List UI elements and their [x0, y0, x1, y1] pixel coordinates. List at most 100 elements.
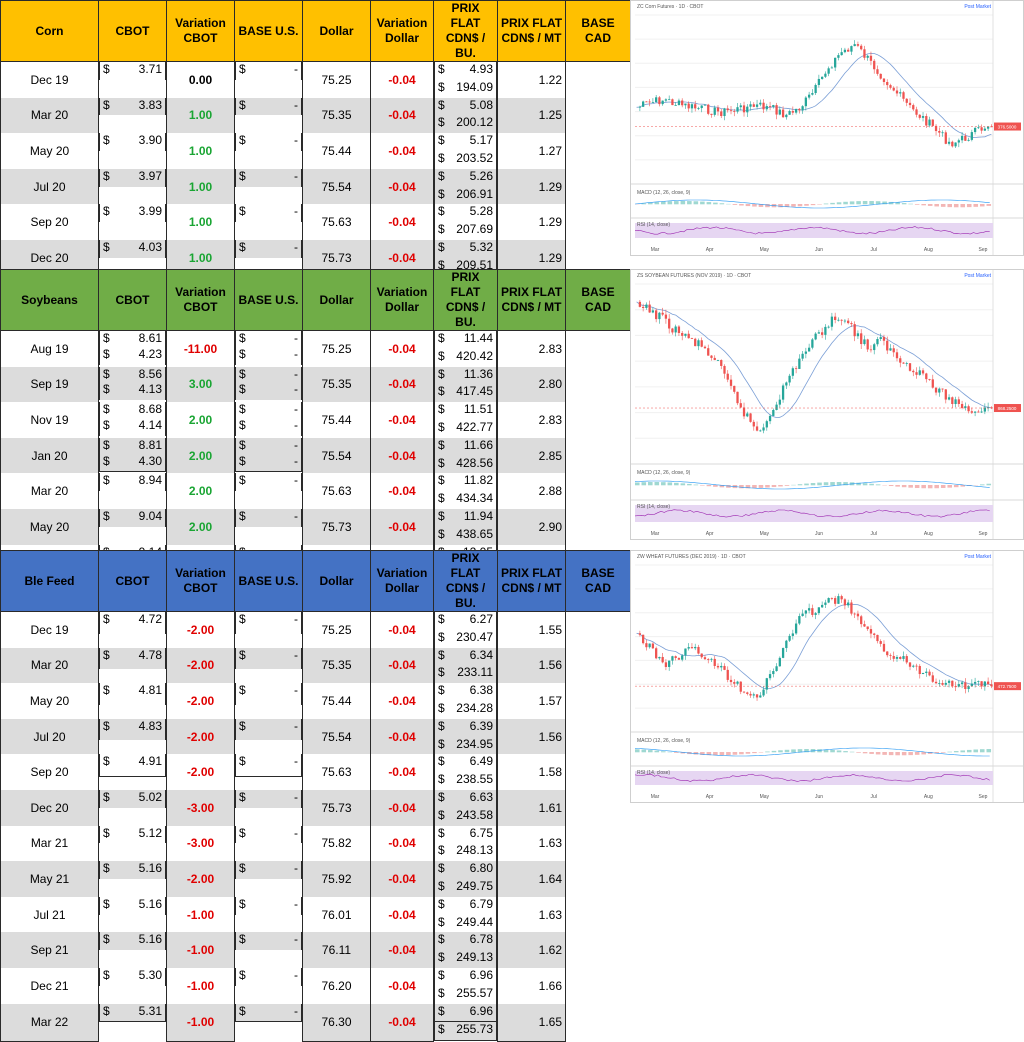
- macd-bar: [765, 485, 770, 488]
- base-us-value: $-: [235, 402, 302, 420]
- macd-bar: [850, 201, 855, 204]
- dollar-value: 75.35: [303, 648, 371, 684]
- candle-body: [762, 103, 764, 110]
- base-cad-value: 1.55: [498, 612, 566, 648]
- candle-body: [941, 683, 943, 685]
- candle-body: [948, 142, 950, 144]
- variation-dollar-value: -0.04: [371, 438, 434, 474]
- candle-body: [925, 672, 927, 673]
- macd-bar: [674, 483, 679, 485]
- candle-body: [788, 111, 790, 115]
- macd-bar: [902, 203, 907, 204]
- currency-symbol: $: [438, 491, 445, 509]
- base-us-value: $-: [235, 719, 302, 737]
- macd-bar: [882, 752, 887, 755]
- macd-bar: [876, 752, 881, 754]
- candle-body: [867, 626, 869, 629]
- currency-symbol: $: [103, 473, 110, 491]
- macd-bar: [798, 484, 803, 485]
- currency-symbol: $: [239, 790, 246, 808]
- currency-symbol: $: [103, 719, 110, 737]
- candle-body: [967, 686, 969, 689]
- base-us-value: $-: [235, 331, 302, 349]
- candle-body: [743, 407, 745, 416]
- candle-body: [909, 662, 911, 666]
- candle-body: [824, 74, 826, 77]
- macd-bar: [980, 204, 985, 206]
- dollar-value: 75.44: [303, 402, 371, 438]
- prix-flat-mt-value: $417.45: [434, 384, 497, 402]
- currency-symbol: $: [438, 527, 445, 545]
- variation-dollar-value: -0.04: [371, 402, 434, 438]
- candle-body: [974, 128, 976, 132]
- candle-body: [759, 103, 761, 105]
- macd-bar: [785, 750, 790, 753]
- macd-bar: [889, 485, 894, 486]
- variation-dollar-value: -0.04: [371, 331, 434, 367]
- variation-cbot-value: -1.00: [167, 897, 235, 933]
- candle-body: [909, 103, 911, 105]
- candle-body: [675, 327, 677, 333]
- macd-bar: [720, 752, 725, 755]
- candle-body: [704, 657, 706, 659]
- currency-symbol: $: [103, 169, 110, 187]
- candle-body: [707, 348, 709, 355]
- candle-body: [958, 399, 960, 404]
- contract-month: Sep 19: [1, 367, 99, 403]
- time-axis-label: Jul: [870, 531, 876, 537]
- rsi-band: [635, 505, 993, 522]
- currency-symbol: $: [239, 509, 246, 527]
- candle-body: [844, 321, 846, 322]
- macd-bar: [915, 204, 920, 205]
- candle-body: [645, 305, 647, 308]
- header-cbot: CBOT: [99, 270, 167, 331]
- candle-body: [824, 327, 826, 335]
- candle-body: [954, 143, 956, 147]
- candle-body: [814, 85, 816, 93]
- cbot-value: $9.04: [99, 509, 166, 527]
- currency-symbol: $: [239, 648, 246, 666]
- macd-bar: [928, 485, 933, 488]
- macd-bar: [902, 752, 907, 755]
- candle-body: [658, 97, 660, 104]
- candle-body: [688, 647, 690, 648]
- candle-body: [701, 340, 703, 346]
- macd-bar: [778, 204, 783, 207]
- price-chart[interactable]: ZS SOYBEAN FUTURES (NOV 2019) · 1D · CBO…: [630, 269, 1024, 540]
- candle-body: [717, 108, 719, 112]
- candle-body: [828, 598, 830, 603]
- candle-body: [801, 614, 803, 616]
- prix-flat-mt-value: $255.73: [434, 1022, 497, 1041]
- macd-bar: [830, 482, 835, 485]
- candle-body: [863, 49, 865, 58]
- dollar-value: 75.35: [303, 98, 371, 134]
- macd-bar: [798, 204, 803, 206]
- rsi-label: RSI (14, close): [637, 222, 670, 228]
- candle-body: [639, 302, 641, 307]
- candle-body: [782, 648, 784, 658]
- candle-body: [740, 105, 742, 107]
- candlestick-chart[interactable]: ZS SOYBEAN FUTURES (NOV 2019) · 1D · CBO…: [631, 270, 1023, 539]
- candle-body: [645, 101, 647, 102]
- variation-cbot-value: 2.00: [167, 402, 235, 438]
- candle-body: [769, 674, 771, 678]
- prix-flat-bu-value: $6.96: [434, 968, 497, 986]
- macd-bar: [921, 752, 926, 754]
- prix-flat-mt-value: $255.57: [434, 986, 497, 1004]
- macd-bar: [967, 750, 972, 752]
- chart-title: ZW WHEAT FUTURES (DEC 2019) · 1D · CBOT: [637, 554, 746, 560]
- candle-body: [938, 131, 940, 133]
- base-us-value: $-: [235, 169, 302, 187]
- candle-body: [857, 614, 859, 617]
- macd-bar: [765, 204, 770, 207]
- base-us-value: $-: [235, 133, 302, 151]
- candle-body: [876, 339, 878, 344]
